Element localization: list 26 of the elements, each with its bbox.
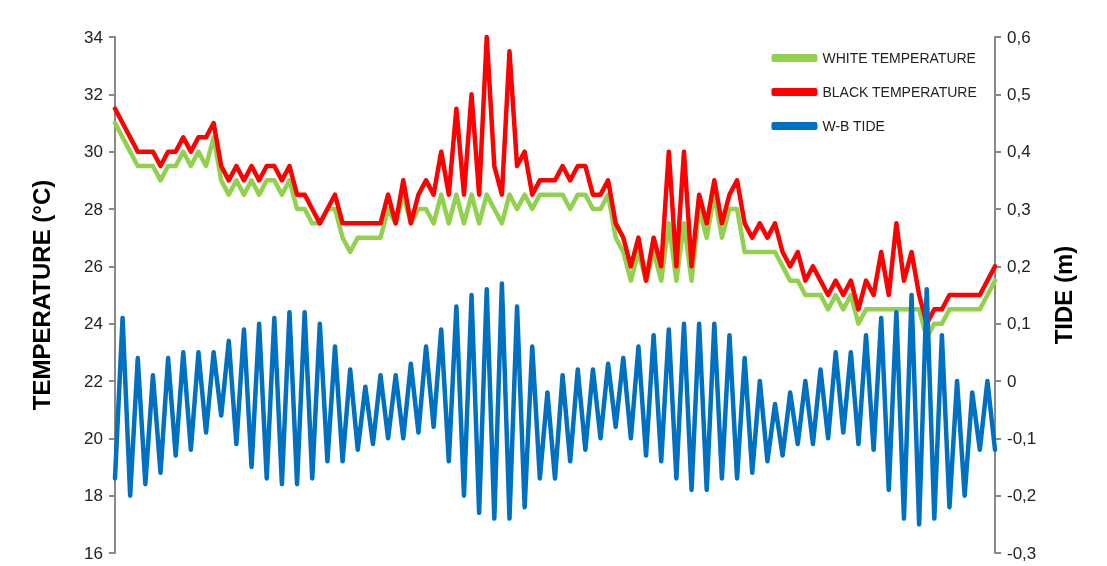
y-tick-label: 30 bbox=[84, 142, 103, 162]
y2-tick-label: -0,2 bbox=[1007, 486, 1037, 506]
y-tick-label: 34 bbox=[84, 27, 103, 47]
y-tick-label: 18 bbox=[84, 486, 103, 506]
y-tick-label: 28 bbox=[84, 199, 103, 219]
y2-tick-label: 0,6 bbox=[1007, 27, 1031, 47]
legend-label: W-B TIDE bbox=[822, 118, 885, 134]
y2-tick-label: -0,1 bbox=[1007, 428, 1037, 448]
y2-tick-label: 0,4 bbox=[1007, 142, 1031, 162]
y2-tick-label: -0,3 bbox=[1007, 543, 1037, 563]
y2-tick-label: 0,3 bbox=[1007, 199, 1031, 219]
y2-tick-label: 0,2 bbox=[1007, 256, 1031, 276]
y-tick-label: 32 bbox=[84, 84, 103, 104]
line-series bbox=[112, 281, 998, 527]
y2-tick-label: 0,1 bbox=[1007, 314, 1031, 334]
y-tick-label: 26 bbox=[84, 256, 103, 276]
y2-axis-title: TIDE (m) bbox=[1049, 245, 1077, 345]
y2-tick-label: 0,5 bbox=[1007, 84, 1031, 104]
legend-label: BLACK TEMPERATURE bbox=[822, 84, 977, 100]
y-tick-label: 16 bbox=[84, 543, 103, 563]
legend-label: WHITE TEMPERATURE bbox=[822, 50, 976, 66]
y-tick-label: 20 bbox=[84, 428, 103, 448]
y2-tick-label: 0 bbox=[1007, 371, 1017, 391]
y-tick-label: 24 bbox=[84, 314, 103, 334]
y-axis-title: TEMPERATURE (°C) bbox=[27, 179, 55, 411]
y-tick-label: 22 bbox=[84, 371, 103, 391]
